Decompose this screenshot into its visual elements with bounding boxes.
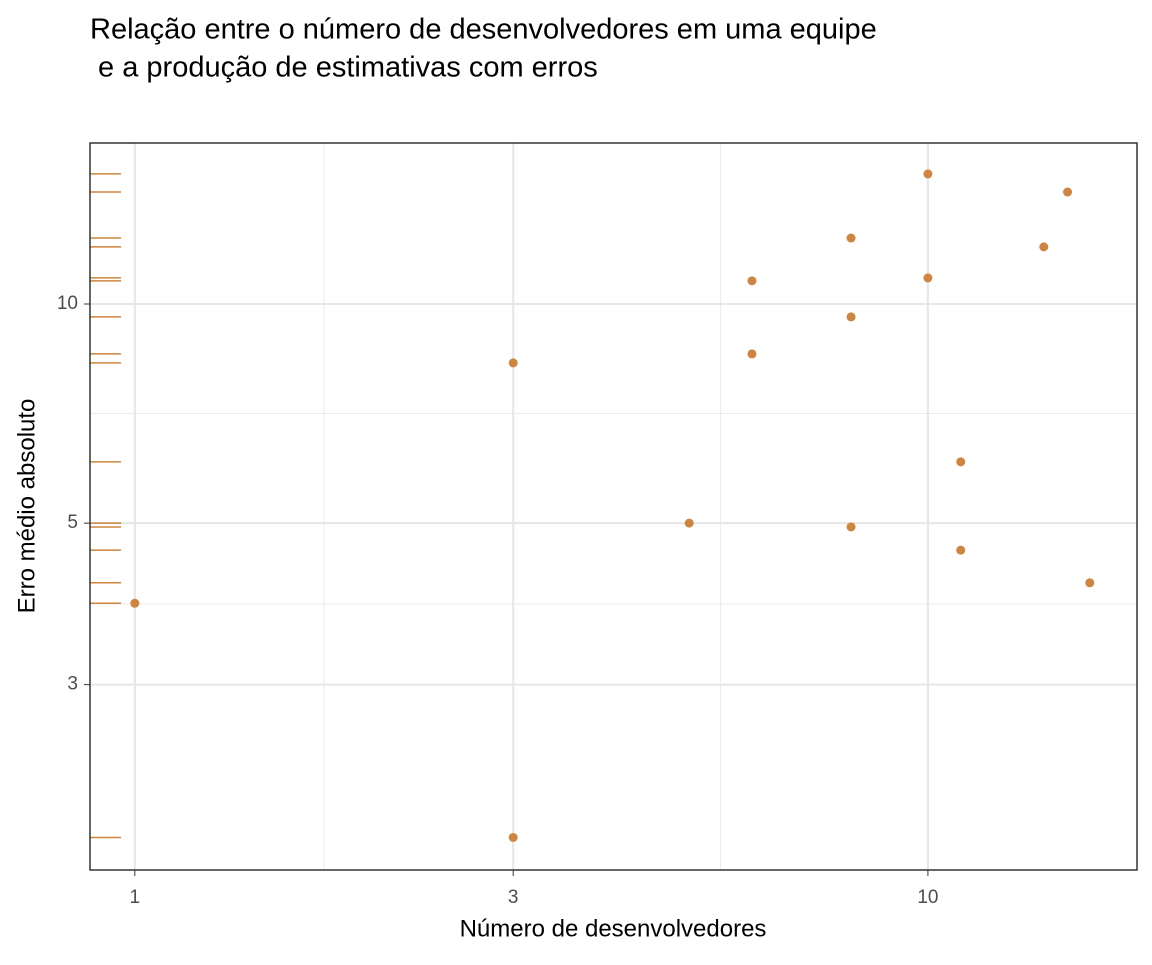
panel-border xyxy=(89,142,1138,871)
x-tick-label: 3 xyxy=(508,887,519,908)
chart-title: Relação entre o número de desenvolvedore… xyxy=(90,14,877,46)
y-axis-title: Erro médio absoluto xyxy=(13,399,40,614)
point xyxy=(1039,242,1049,252)
y-tick-label: 10 xyxy=(57,293,78,314)
point xyxy=(747,276,757,286)
y-tick-label: 3 xyxy=(67,674,78,695)
x-tick-label: 10 xyxy=(917,887,938,908)
point xyxy=(1063,187,1073,197)
point xyxy=(956,457,966,467)
x-tick-label: 1 xyxy=(130,887,141,908)
point xyxy=(956,545,966,555)
point xyxy=(508,358,518,368)
point xyxy=(1085,578,1095,588)
point xyxy=(846,312,856,322)
point xyxy=(130,598,140,608)
point xyxy=(923,273,933,283)
point xyxy=(846,522,856,532)
chart-title: e a produção de estimativas com erros xyxy=(90,52,598,84)
y-tick-label: 5 xyxy=(67,512,78,533)
point xyxy=(923,169,933,179)
point xyxy=(508,832,518,842)
point xyxy=(684,518,694,528)
point xyxy=(747,349,757,359)
point xyxy=(846,233,856,243)
x-axis-title: Número de desenvolvedores xyxy=(460,915,767,942)
